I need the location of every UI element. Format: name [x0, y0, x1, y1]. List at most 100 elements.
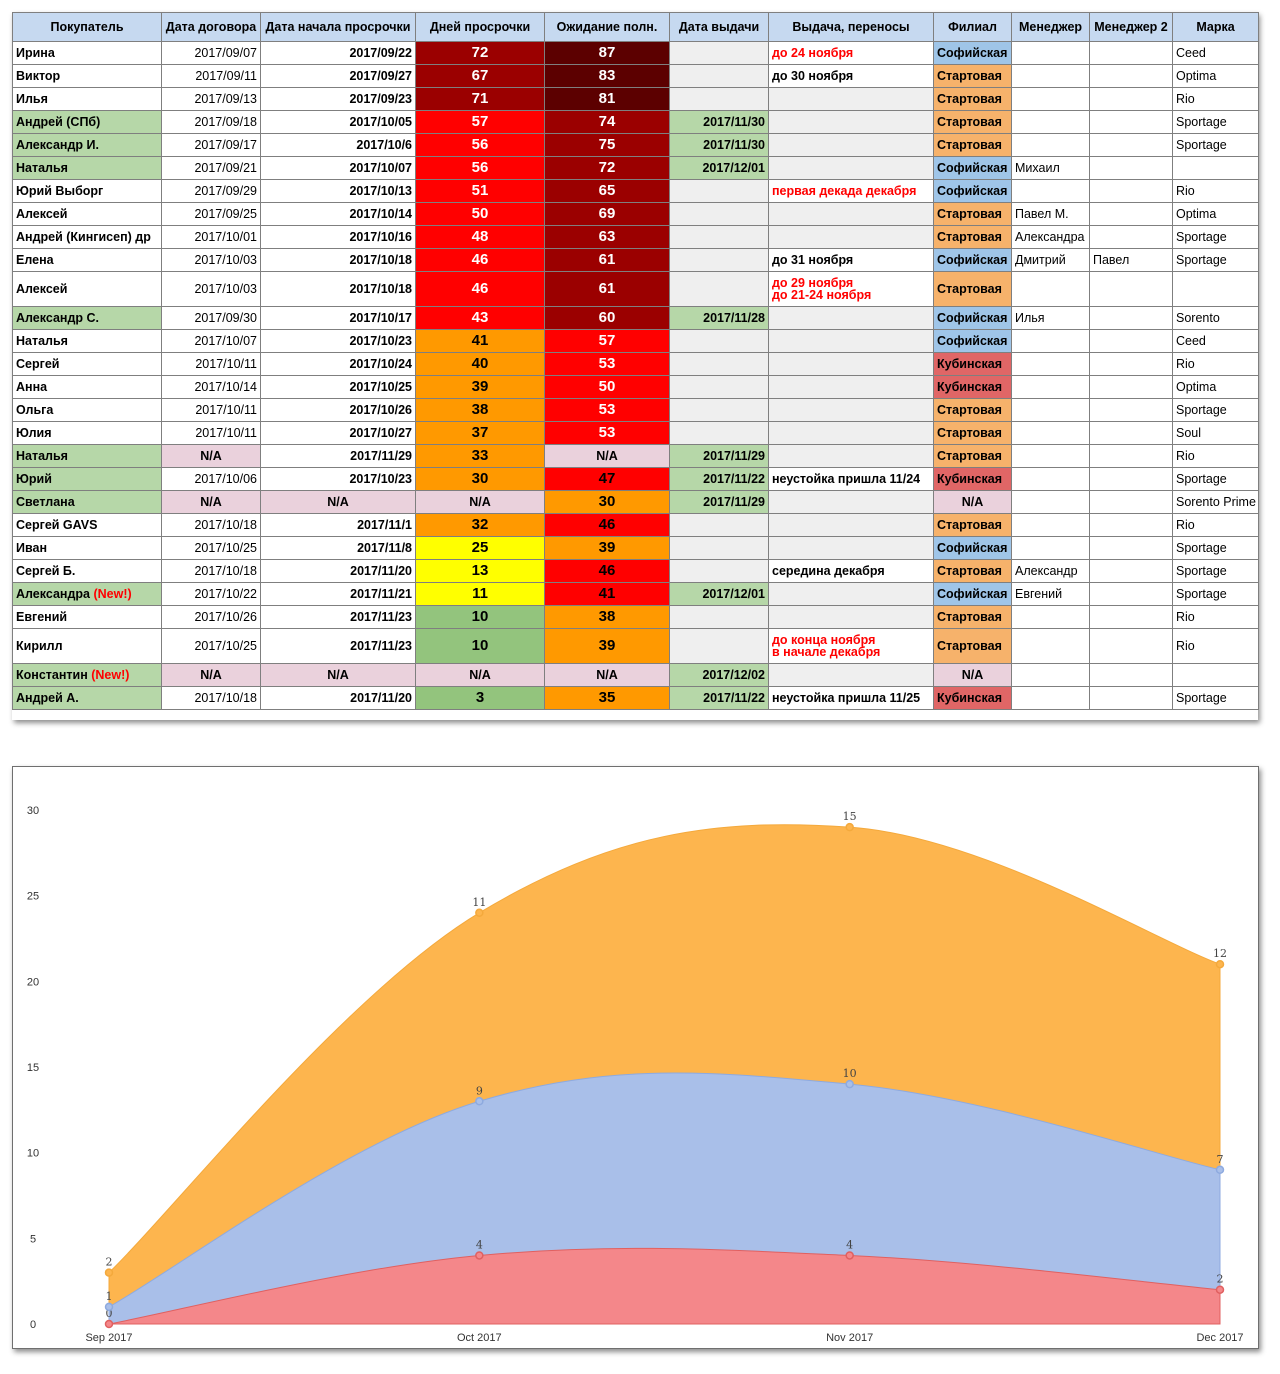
manager-cell[interactable]	[1011, 663, 1090, 687]
branch-cell[interactable]: Софийская	[933, 179, 1012, 203]
manager2-cell[interactable]	[1089, 110, 1173, 134]
branch-cell[interactable]: Софийская	[933, 582, 1012, 606]
branch-cell[interactable]: Софийская	[933, 248, 1012, 272]
col-header[interactable]: Дата начала просрочки	[260, 12, 416, 42]
manager2-cell[interactable]	[1089, 398, 1173, 422]
wait-cell[interactable]: N/A	[544, 663, 670, 687]
contract-date-cell[interactable]: 2017/09/29	[161, 179, 261, 203]
buyer-cell[interactable]: Алексей	[12, 202, 162, 226]
wait-cell[interactable]: 35	[544, 686, 670, 710]
issue-note-cell[interactable]: неустойка пришла 11/24	[768, 467, 934, 491]
brand-cell[interactable]: Ceed	[1172, 329, 1259, 353]
overdue-start-cell[interactable]: 2017/10/16	[260, 225, 416, 249]
contract-date-cell[interactable]: 2017/10/03	[161, 248, 261, 272]
overdue-days-cell[interactable]: N/A	[415, 490, 545, 514]
overdue-start-cell[interactable]: 2017/11/1	[260, 513, 416, 537]
wait-cell[interactable]: 72	[544, 156, 670, 180]
overdue-days-cell[interactable]: 72	[415, 41, 545, 65]
branch-cell[interactable]: Стартовая	[933, 559, 1012, 583]
overdue-days-cell[interactable]: 3	[415, 686, 545, 710]
wait-cell[interactable]: 47	[544, 467, 670, 491]
manager2-cell[interactable]	[1089, 225, 1173, 249]
issue-note-cell[interactable]	[768, 375, 934, 399]
wait-cell[interactable]: 30	[544, 490, 670, 514]
issue-note-cell[interactable]	[768, 398, 934, 422]
overdue-days-cell[interactable]: 46	[415, 271, 545, 307]
issue-date-cell[interactable]	[669, 87, 769, 111]
overdue-days-cell[interactable]: 40	[415, 352, 545, 376]
overdue-start-cell[interactable]: 2017/09/27	[260, 64, 416, 88]
overdue-start-cell[interactable]: 2017/11/29	[260, 444, 416, 468]
branch-cell[interactable]: Софийская	[933, 41, 1012, 65]
buyer-cell[interactable]: Елена	[12, 248, 162, 272]
issue-note-cell[interactable]	[768, 225, 934, 249]
overdue-days-cell[interactable]: 71	[415, 87, 545, 111]
brand-cell[interactable]: Sportage	[1172, 133, 1259, 157]
issue-note-cell[interactable]	[768, 306, 934, 330]
wait-cell[interactable]: 57	[544, 329, 670, 353]
brand-cell[interactable]: Rio	[1172, 352, 1259, 376]
brand-cell[interactable]: Optima	[1172, 64, 1259, 88]
issue-date-cell[interactable]: 2017/11/29	[669, 444, 769, 468]
issue-date-cell[interactable]	[669, 41, 769, 65]
branch-cell[interactable]: Стартовая	[933, 202, 1012, 226]
manager-cell[interactable]	[1011, 110, 1090, 134]
branch-cell[interactable]: Софийская	[933, 306, 1012, 330]
manager-cell[interactable]	[1011, 628, 1090, 664]
issue-date-cell[interactable]	[669, 64, 769, 88]
issue-note-cell[interactable]: до 24 ноября	[768, 41, 934, 65]
manager2-cell[interactable]	[1089, 375, 1173, 399]
brand-cell[interactable]: Rio	[1172, 605, 1259, 629]
overdue-days-cell[interactable]: 51	[415, 179, 545, 203]
overdue-start-cell[interactable]: 2017/11/23	[260, 628, 416, 664]
issue-date-cell[interactable]: 2017/11/22	[669, 467, 769, 491]
issue-date-cell[interactable]: 2017/11/30	[669, 110, 769, 134]
overdue-start-cell[interactable]: 2017/10/05	[260, 110, 416, 134]
buyer-cell[interactable]: Илья	[12, 87, 162, 111]
issue-date-cell[interactable]	[669, 202, 769, 226]
issue-date-cell[interactable]: 2017/11/22	[669, 686, 769, 710]
brand-cell[interactable]	[1172, 156, 1259, 180]
buyer-cell[interactable]: Иван	[12, 536, 162, 560]
branch-cell[interactable]: Кубинская	[933, 375, 1012, 399]
overdue-start-cell[interactable]: N/A	[260, 663, 416, 687]
issue-note-cell[interactable]: неустойка пришла 11/25	[768, 686, 934, 710]
manager2-cell[interactable]	[1089, 64, 1173, 88]
issue-date-cell[interactable]	[669, 559, 769, 583]
manager-cell[interactable]	[1011, 87, 1090, 111]
wait-cell[interactable]: N/A	[544, 444, 670, 468]
buyer-cell[interactable]: Кирилл	[12, 628, 162, 664]
contract-date-cell[interactable]: 2017/10/22	[161, 582, 261, 606]
overdue-days-cell[interactable]: 38	[415, 398, 545, 422]
wait-cell[interactable]: 75	[544, 133, 670, 157]
overdue-days-cell[interactable]: 13	[415, 559, 545, 583]
wait-cell[interactable]: 69	[544, 202, 670, 226]
branch-cell[interactable]: Стартовая	[933, 628, 1012, 664]
col-header[interactable]: Марка	[1172, 12, 1259, 42]
wait-cell[interactable]: 61	[544, 248, 670, 272]
overdue-days-cell[interactable]: 56	[415, 133, 545, 157]
overdue-start-cell[interactable]: 2017/09/23	[260, 87, 416, 111]
manager-cell[interactable]	[1011, 352, 1090, 376]
wait-cell[interactable]: 53	[544, 421, 670, 445]
issue-date-cell[interactable]: 2017/11/30	[669, 133, 769, 157]
brand-cell[interactable]	[1172, 663, 1259, 687]
branch-cell[interactable]: N/A	[933, 490, 1012, 514]
brand-cell[interactable]: Sorento Prime	[1172, 490, 1259, 514]
manager-cell[interactable]	[1011, 41, 1090, 65]
issue-date-cell[interactable]	[669, 398, 769, 422]
branch-cell[interactable]: Стартовая	[933, 444, 1012, 468]
manager-cell[interactable]	[1011, 513, 1090, 537]
wait-cell[interactable]: 41	[544, 582, 670, 606]
manager2-cell[interactable]	[1089, 444, 1173, 468]
issue-date-cell[interactable]	[669, 225, 769, 249]
overdue-days-cell[interactable]: 43	[415, 306, 545, 330]
col-header[interactable]: Покупатель	[12, 12, 162, 42]
manager-cell[interactable]: Александра	[1011, 225, 1090, 249]
brand-cell[interactable]: Sportage	[1172, 559, 1259, 583]
manager2-cell[interactable]	[1089, 352, 1173, 376]
branch-cell[interactable]: Кубинская	[933, 467, 1012, 491]
wait-cell[interactable]: 74	[544, 110, 670, 134]
buyer-cell[interactable]: Евгений	[12, 605, 162, 629]
overdue-days-cell[interactable]: 32	[415, 513, 545, 537]
